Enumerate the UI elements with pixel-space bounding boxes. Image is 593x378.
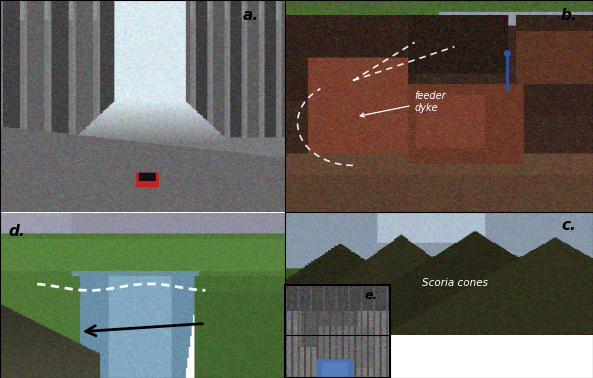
Text: e.: e. [365, 289, 378, 302]
Text: a.: a. [243, 8, 259, 23]
Text: b.: b. [560, 8, 576, 23]
Text: Scoria cones: Scoria cones [422, 278, 487, 288]
Text: d.: d. [9, 225, 25, 239]
Text: feeder
dyke: feeder dyke [360, 91, 446, 117]
Text: c.: c. [561, 218, 576, 233]
